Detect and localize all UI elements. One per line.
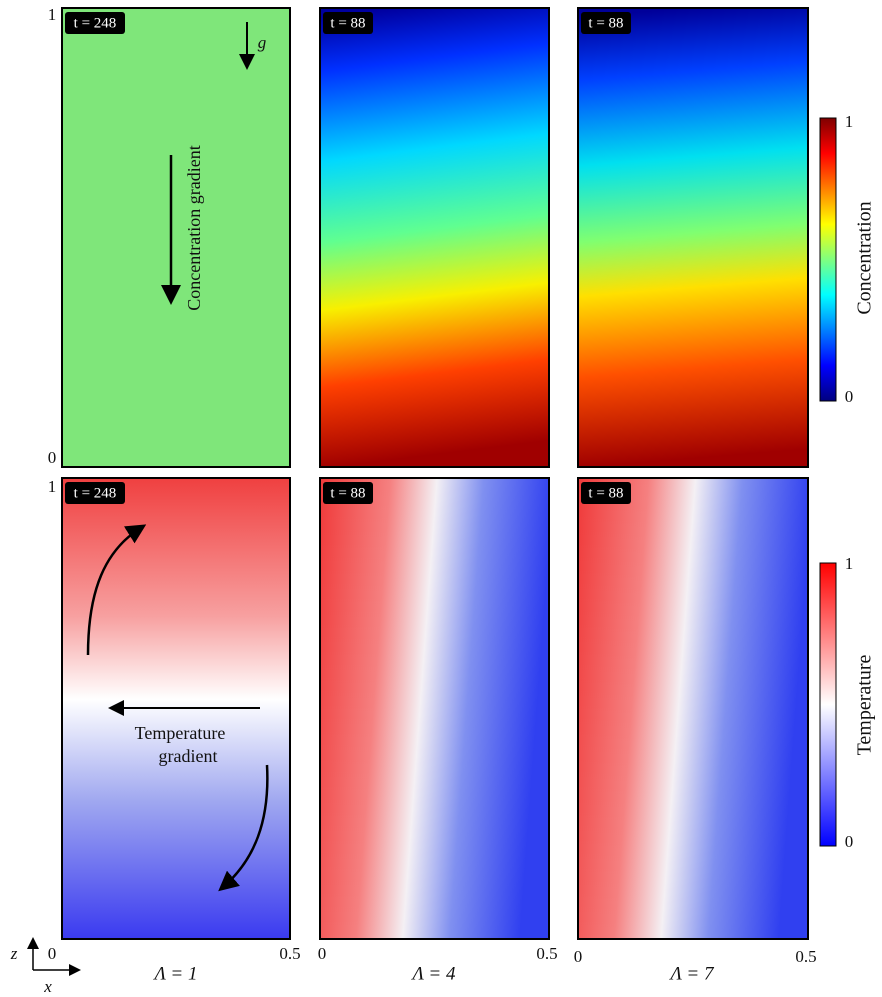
panel (319, 477, 550, 940)
temperature-gradient-label: Temperature (135, 723, 226, 743)
time-label: t = 248 (74, 15, 117, 31)
time-box (323, 482, 373, 504)
panel (319, 7, 550, 468)
colorbar-label: Temperature (854, 654, 876, 755)
time-label: t = 88 (330, 485, 365, 501)
concentration-gradient-label: Concentration gradient (184, 145, 204, 310)
panel (577, 7, 809, 468)
axis-label: x (43, 977, 52, 996)
z-tick: 1 (48, 5, 57, 24)
panel (61, 7, 291, 468)
time-label: t = 248 (74, 485, 117, 501)
colorbar-tick: 1 (845, 112, 854, 131)
x-tick: 0.5 (279, 944, 300, 963)
colorbar-tick: 0 (845, 832, 854, 851)
z-tick: 0 (48, 448, 57, 467)
lambda-label: Λ = 7 (669, 963, 715, 984)
lambda-label: Λ = 1 (153, 963, 198, 984)
x-tick: 0.5 (795, 947, 816, 966)
colorbar-tick: 0 (845, 387, 854, 406)
time-box (65, 12, 125, 34)
colorbar-tick: 1 (845, 554, 854, 573)
circulation-arrow (218, 764, 269, 892)
time-label: t = 88 (588, 15, 623, 31)
lambda-label: Λ = 4 (411, 963, 456, 984)
temperature-gradient-label: gradient (159, 746, 218, 766)
colorbar-label: Concentration (854, 201, 876, 314)
time-label: t = 88 (330, 15, 365, 31)
time-box (323, 12, 373, 34)
x-tick: 0.5 (536, 944, 557, 963)
circulation-arrow (86, 524, 147, 656)
axes-indicator: z x (10, 937, 81, 996)
axis-label: z (10, 944, 18, 963)
panel (577, 477, 809, 940)
gravity-label: g (258, 33, 267, 52)
x-tick: 0 (574, 947, 583, 966)
time-box (65, 482, 125, 504)
x-tick: 0 (318, 944, 327, 963)
time-labels: t = 248 t = 88 t = 88 t = 248 t = 88 t =… (65, 12, 631, 504)
colorbar (819, 562, 837, 847)
time-box (581, 12, 631, 34)
time-label: t = 88 (588, 485, 623, 501)
colorbar (819, 117, 837, 402)
z-tick: 1 (48, 477, 57, 496)
time-box (581, 482, 631, 504)
x-tick: 0 (48, 944, 57, 963)
